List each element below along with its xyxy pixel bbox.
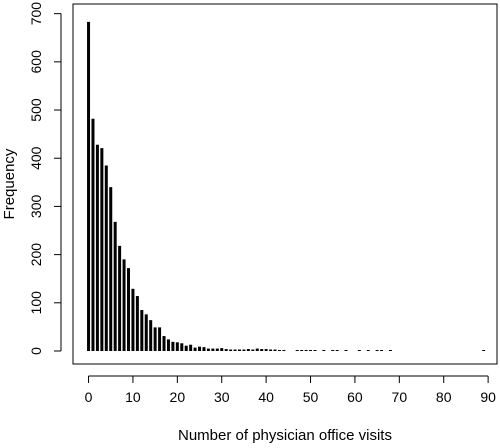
x-tick-label: 40 [258, 389, 274, 405]
y-tick-label: 0 [28, 347, 44, 355]
x-tick-label: 0 [85, 389, 93, 405]
x-tick-label: 20 [170, 389, 186, 405]
y-tick-label: 300 [28, 195, 44, 219]
x-tick-label: 70 [392, 389, 408, 405]
y-tick-label: 600 [28, 50, 44, 74]
x-axis-title: Number of physician office visits [178, 427, 392, 444]
y-tick-label: 700 [28, 2, 44, 26]
y-tick-label: 400 [28, 146, 44, 170]
y-tick-label: 100 [28, 291, 44, 315]
x-tick-label: 60 [347, 389, 363, 405]
x-tick-label: 30 [214, 389, 230, 405]
x-tick-label: 90 [480, 389, 496, 405]
y-axis: 0 100 200 300 400 500 600 700 [28, 2, 62, 355]
plot-frame [72, 3, 498, 365]
y-tick-label: 500 [28, 98, 44, 122]
y-axis-title: Frequency [1, 148, 18, 219]
y-tick-label: 200 [28, 243, 44, 267]
x-axis: 0 10 20 30 40 50 60 70 80 90 [85, 375, 496, 405]
bars-group [87, 21, 486, 351]
x-tick-label: 80 [436, 389, 452, 405]
x-tick-label: 10 [125, 389, 141, 405]
x-tick-label: 50 [303, 389, 319, 405]
